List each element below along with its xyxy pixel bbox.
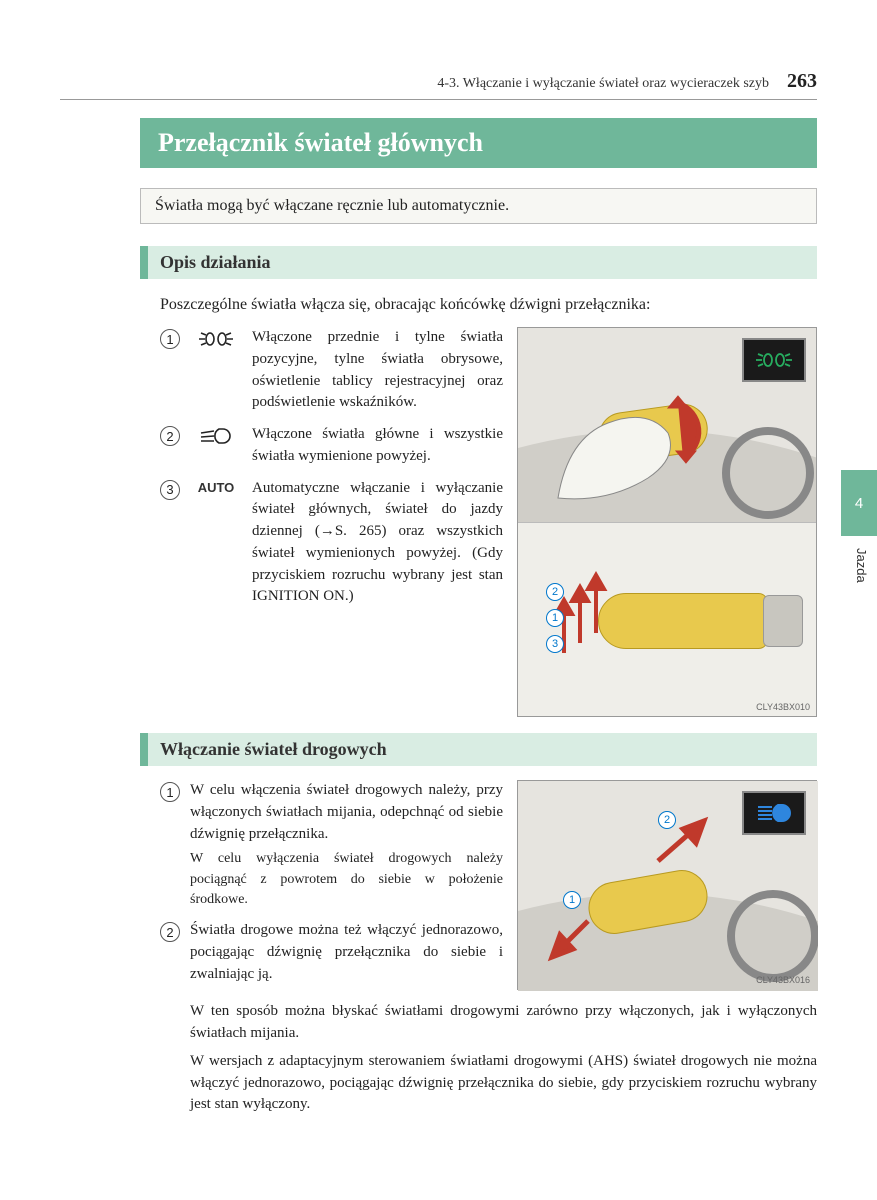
page-header: 4-3. Włączanie i wyłączanie świateł oraz… (60, 70, 817, 100)
breadcrumb: 4-3. Włączanie i wyłączanie świateł oraz… (437, 76, 769, 92)
figure-high-beam: 1 2 C (517, 780, 817, 990)
figure-marker: 2 (658, 811, 676, 829)
item-text: Automatyczne włączanie i wyłączanie świa… (252, 478, 503, 609)
chapter-label: Jazda (854, 548, 869, 583)
section2-footer2: W wersjach z adaptacyjnym sterowaniem św… (190, 1051, 817, 1116)
page-number: 263 (787, 70, 817, 93)
page-title: Przełącznik świateł głównych (140, 118, 817, 168)
item-number: 1 (160, 782, 180, 802)
auto-icon: AUTO (190, 478, 242, 495)
item-text: Włączone przednie i tylne światła pozycy… (252, 327, 503, 414)
list-item: 2 Światła drogowe można też włączyć jedn… (160, 920, 503, 985)
figure-marker: 3 (546, 635, 564, 653)
section2-row: 1 W celu włączenia świateł drogowych nal… (160, 780, 817, 995)
figure-bottom-panel: 2 1 3 CLY43BX010 (518, 523, 816, 717)
section1-lead: Poszczególne światła włącza się, obracaj… (160, 293, 817, 317)
page: 4-3. Włączanie i wyłączanie świateł oraz… (0, 0, 877, 1156)
list-item: 3 AUTO Automatyczne włączanie i wyłączan… (160, 478, 503, 609)
parking-lights-icon (190, 327, 242, 349)
section1-row: 1 Włączone przednie i tylne światła pozy… (160, 327, 817, 717)
section2-items: 1 W celu włączenia świateł drogowych nal… (160, 780, 503, 995)
item-text: Światła drogowe można też włączyć jednor… (190, 920, 503, 985)
item-number: 2 (160, 426, 180, 446)
section-heading-highbeam: Włączanie świateł drogowych (140, 733, 817, 766)
intro-text: Światła mogą być włączane ręcznie lub au… (140, 188, 817, 224)
item-subtext: W celu wyłączenia świateł drogowych nale… (190, 849, 503, 910)
figure-code: CLY43BX016 (756, 975, 810, 985)
figure-marker: 1 (546, 609, 564, 627)
section-heading-operation: Opis działania (140, 246, 817, 279)
figure-top-panel (518, 328, 816, 523)
section2-footer1: W ten sposób można błyskać światłami dro… (190, 1001, 817, 1045)
figure-marker: 2 (546, 583, 564, 601)
figure-light-switch: 2 1 3 CLY43BX010 (517, 327, 817, 717)
figure-marker: 1 (563, 891, 581, 909)
figure-code: CLY43BX010 (756, 702, 810, 712)
item-number: 3 (160, 480, 180, 500)
chapter-number: 4 (855, 495, 863, 512)
chapter-tab: 4 (841, 470, 877, 536)
list-item: 1 W celu włączenia świateł drogowych nal… (160, 780, 503, 910)
low-beam-icon (190, 424, 242, 446)
item-text: Włączone światła główne i wszystkie świa… (252, 424, 503, 468)
item-number: 2 (160, 922, 180, 942)
badge-parking-lights-icon (742, 338, 806, 382)
item-number: 1 (160, 329, 180, 349)
section1-figure-col: 2 1 3 CLY43BX010 (517, 327, 817, 717)
item-text: W celu włączenia świateł drogowych należ… (190, 780, 503, 845)
list-item: 1 Włączone przednie i tylne światła pozy… (160, 327, 503, 414)
section2-figure-col: 1 2 C (517, 780, 817, 990)
list-item: 2 Włączone światła główne i wszystkie św… (160, 424, 503, 468)
badge-high-beam-icon (742, 791, 806, 835)
section1-items: 1 Włączone przednie i tylne światła pozy… (160, 327, 503, 618)
